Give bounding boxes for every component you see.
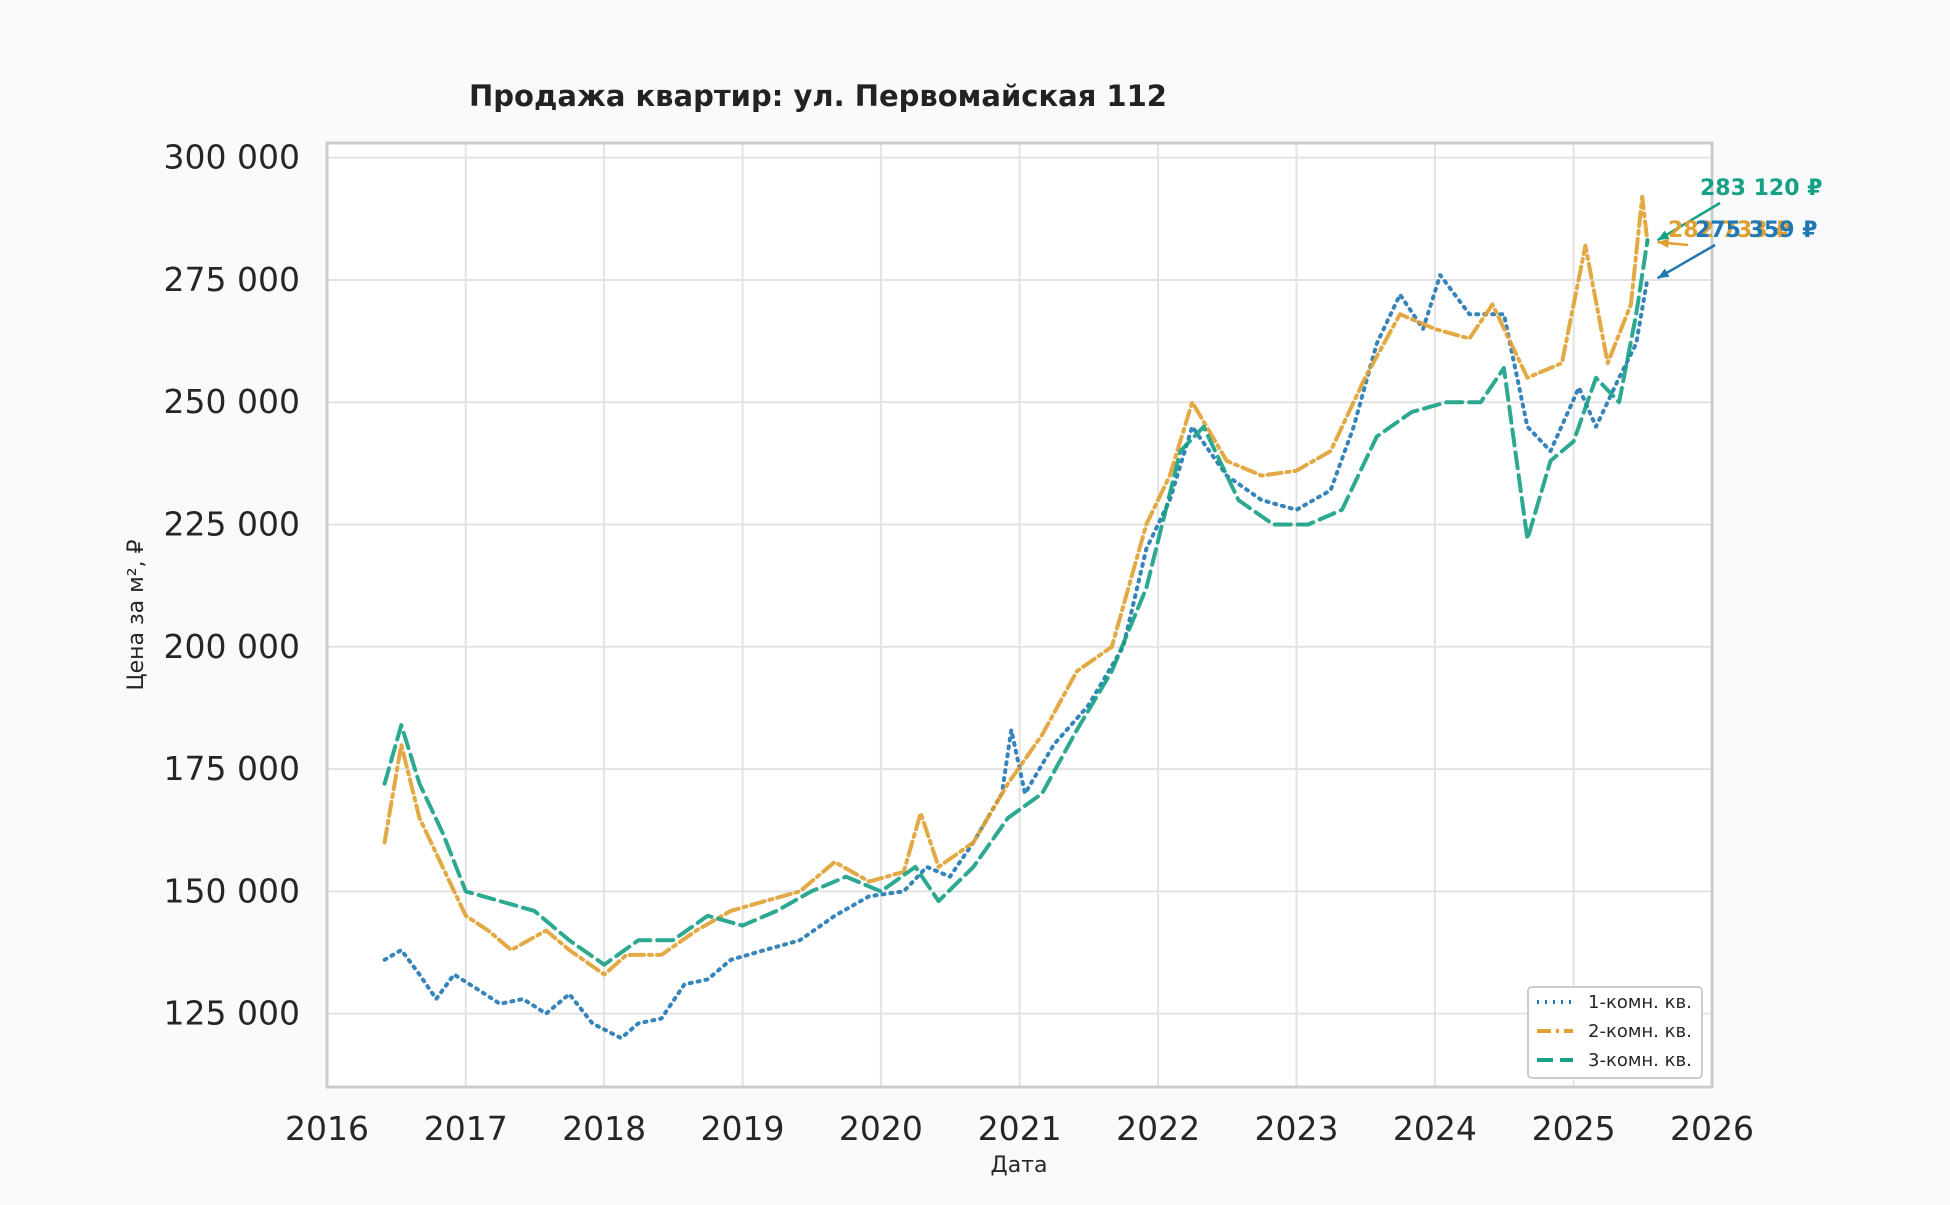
annotation-label: 275 359 ₽: [1695, 218, 1817, 243]
legend-box: [1527, 986, 1703, 1079]
x-tick-label: 2022: [1116, 1109, 1200, 1148]
x-tick-label: 2018: [562, 1109, 646, 1148]
plot-frame: [325, 141, 1714, 1089]
x-tick-label: 2026: [1670, 1109, 1754, 1148]
annotation-arrow: [1656, 201, 1721, 242]
x-axis-ticks: 2016 2017 2018 2019 2020 2021 2022 2023 2024 2025…: [285, 1109, 1754, 1148]
annotation-arrowhead: [1657, 238, 1669, 248]
legend-label: 2-комн. кв.: [1588, 1021, 1692, 1042]
y-axis-label: Цена за м², ₽: [124, 539, 149, 690]
x-tick-label: 2021: [978, 1109, 1062, 1148]
x-tick-label: 2024: [1393, 1109, 1477, 1148]
series-line-1: [382, 273, 1650, 1041]
x-tick-label: 2016: [285, 1109, 369, 1148]
legend-label: 3-комн. кв.: [1588, 1050, 1692, 1071]
x-tick-label: 2023: [1254, 1109, 1338, 1148]
x-tick-label: 2019: [701, 1109, 785, 1148]
series-lines: [382, 194, 1650, 1041]
annotation-arrowhead: [1657, 230, 1670, 241]
y-axis-ticks: 125 000 150 000 175 000 200 000 225 000 250 0…: [164, 138, 300, 1033]
y-tick-label: 200 000: [164, 627, 300, 666]
y-tick-label: 125 000: [164, 994, 300, 1033]
y-tick-label: 225 000: [164, 505, 300, 544]
y-tick-label: 250 000: [164, 382, 300, 421]
x-axis-label: Дата: [991, 1153, 1048, 1178]
x-tick-label: 2020: [839, 1109, 923, 1148]
annotation-arrowhead: [1657, 268, 1670, 279]
legend: 1-комн. кв. 2-комн. кв. 3-комн. кв.: [1527, 986, 1703, 1079]
x-tick-label: 2025: [1532, 1109, 1616, 1148]
legend-label: 1-комн. кв.: [1588, 992, 1692, 1013]
annotation-label: 283 120 ₽: [1700, 176, 1822, 201]
legend-items: 1-комн. кв. 2-комн. кв. 3-комн. кв.: [1537, 992, 1692, 1071]
y-tick-label: 150 000: [164, 871, 300, 910]
annotation-label: 282 733 ₽: [1668, 218, 1790, 243]
y-tick-label: 275 000: [164, 260, 300, 299]
series-line-3: [382, 238, 1650, 967]
annotations: 283 120 ₽ 282 733 ₽275 359 ₽: [1656, 176, 1822, 280]
y-tick-label: 300 000: [164, 138, 300, 177]
x-tick-label: 2017: [424, 1109, 508, 1148]
y-tick-label: 175 000: [164, 749, 300, 788]
annotation-arrow: [1656, 243, 1716, 280]
series-line-2: [382, 194, 1650, 977]
chart-title: Продажа квартир: ул. Первомайская 112: [469, 79, 1167, 113]
